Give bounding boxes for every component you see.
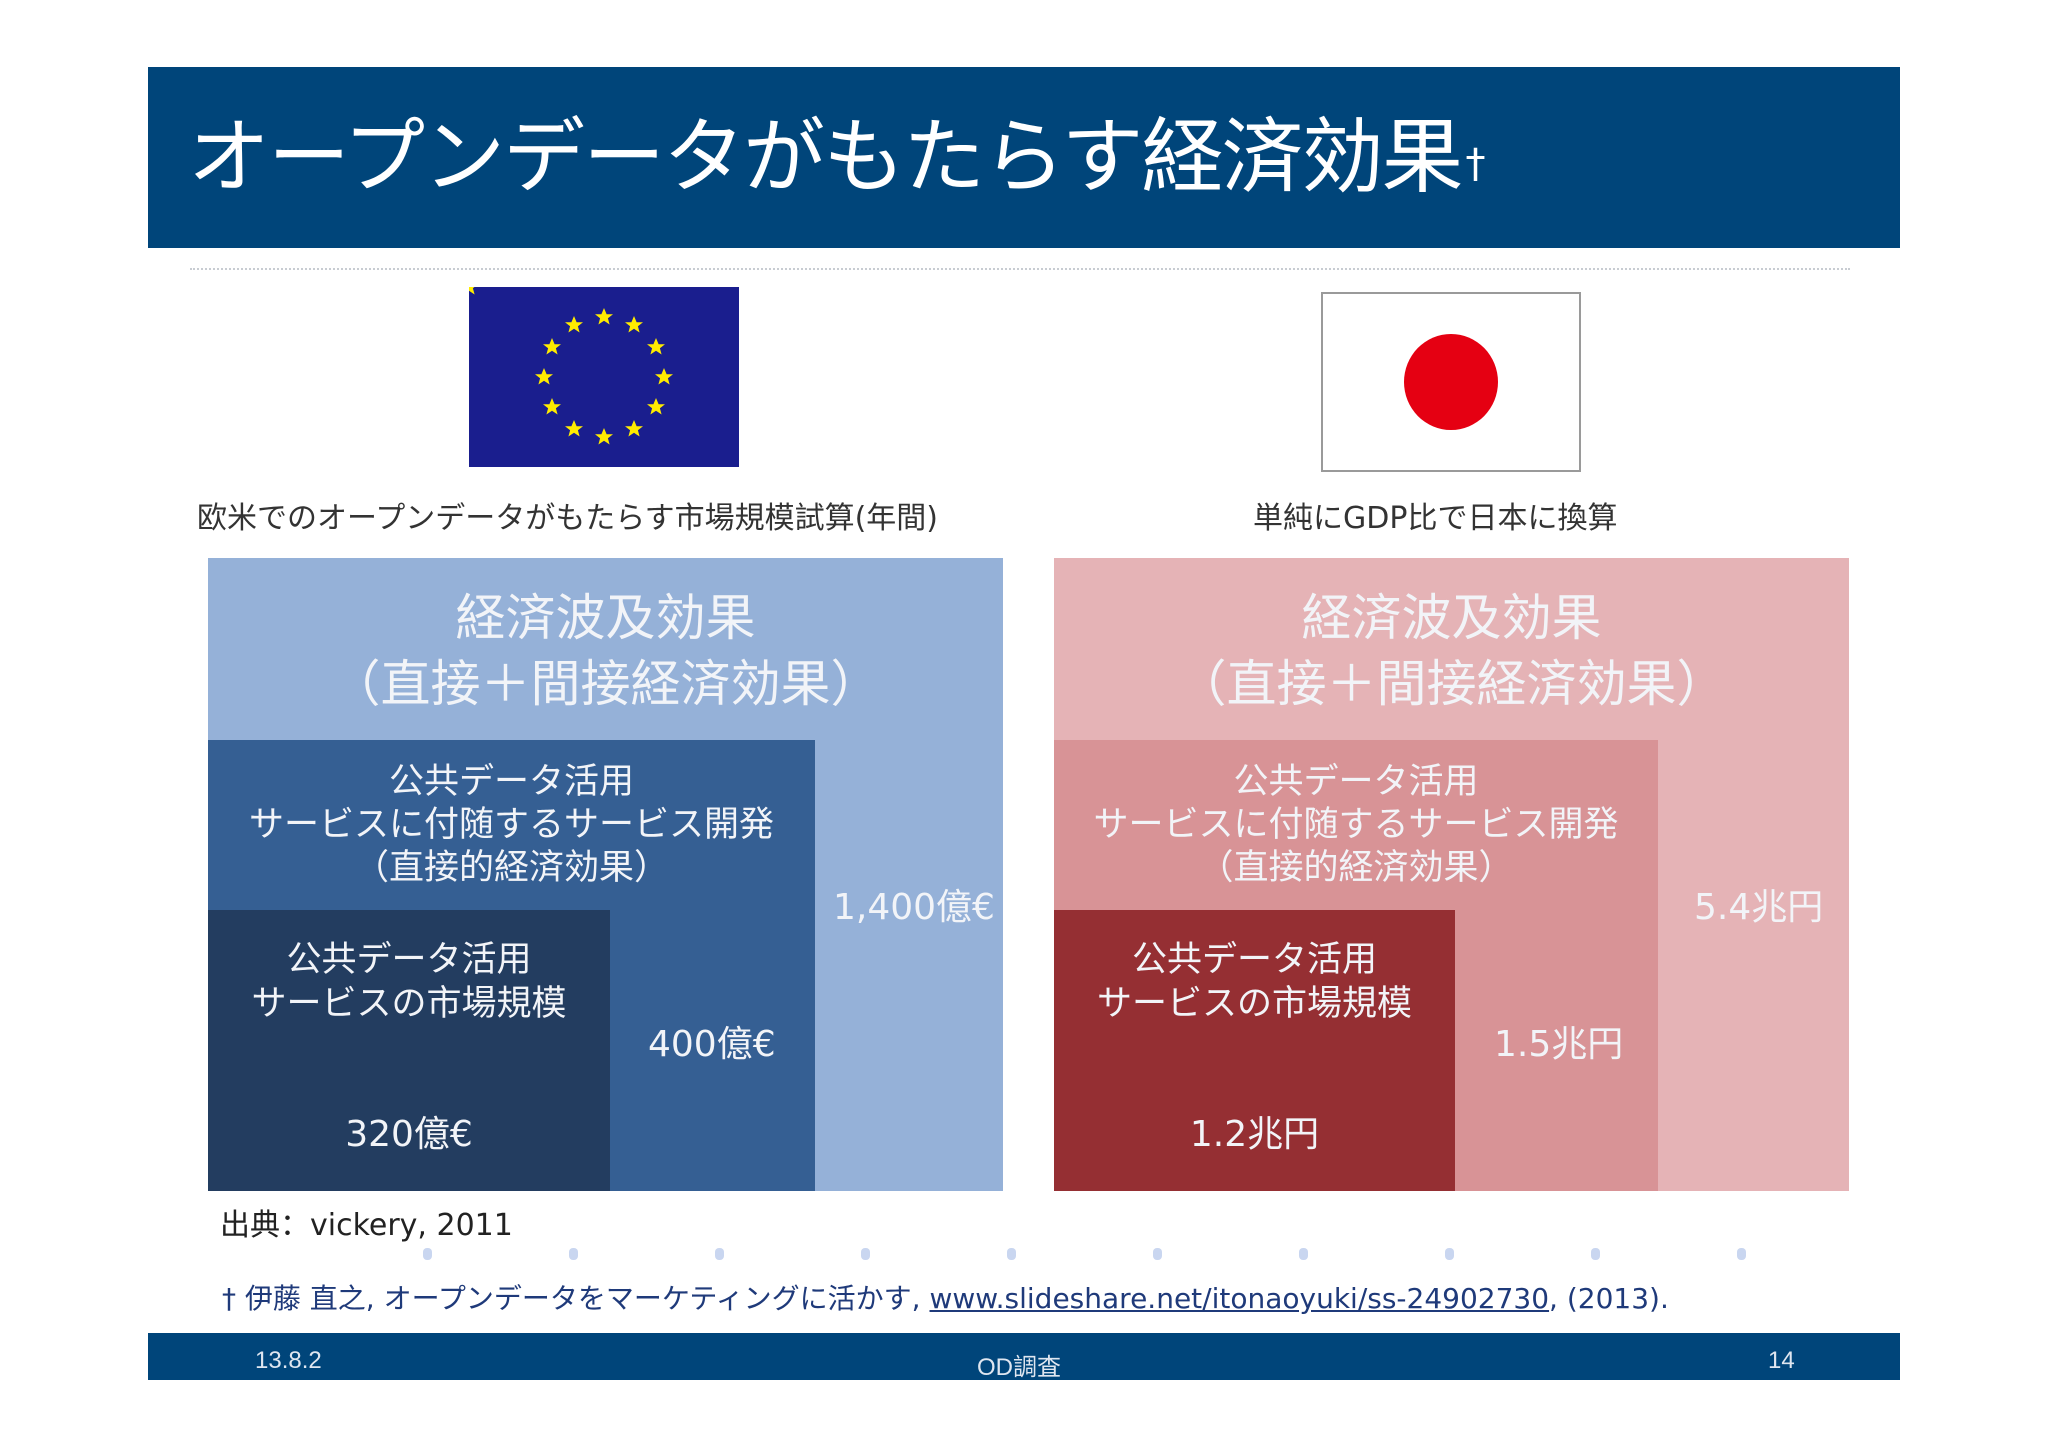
outer-value: 1,400億€ xyxy=(833,887,995,928)
eu-stars-icon xyxy=(460,278,673,445)
middle-value: 400億€ xyxy=(648,1024,776,1065)
footnote: † 伊藤 直之, オープンデータをマーケティングに活かす, www.slides… xyxy=(222,1277,1669,1317)
decor-dot xyxy=(1153,1248,1162,1260)
footer-date: 13.8.2 xyxy=(255,1347,322,1374)
decor-dot xyxy=(1591,1248,1600,1260)
middle-label-2: サービスに付随するサービス開発 xyxy=(248,805,774,845)
right-caption: 単純にGDP比で日本に換算 xyxy=(1253,501,1618,536)
inner-label-1: 公共データ活用 xyxy=(286,940,532,980)
decor-dot xyxy=(861,1248,870,1260)
inner-label-2: サービスの市場規模 xyxy=(251,984,567,1024)
inner-label-1: 公共データ活用 xyxy=(1131,940,1377,980)
decor-dot xyxy=(1445,1248,1454,1260)
japan-flag-icon xyxy=(1321,292,1581,472)
decor-dot xyxy=(1737,1248,1746,1260)
inner-value: 320億€ xyxy=(345,1114,473,1155)
dagger-mark: † xyxy=(1465,141,1485,187)
outer-value: 5.4兆円 xyxy=(1694,887,1824,928)
dotted-divider xyxy=(190,268,1850,270)
middle-label-1: 公共データ活用 xyxy=(388,762,634,802)
slide-title-text: オープンデータがもたらす経済効果 xyxy=(188,110,1463,205)
footer-title: OD調査 xyxy=(977,1354,1061,1381)
sun-disc-icon xyxy=(1404,334,1498,430)
middle-label-2: サービスに付随するサービス開発 xyxy=(1093,805,1619,845)
middle-label-1: 公共データ活用 xyxy=(1233,762,1479,802)
eu-flag-icon xyxy=(460,278,739,467)
outer-label-1: 経済波及効果 xyxy=(455,589,756,647)
page-number: 14 xyxy=(1768,1347,1795,1374)
source-citation: 出典：vickery, 2011 xyxy=(220,1208,513,1243)
eu-inner-box: 公共データ活用 サービスの市場規模 320億€ xyxy=(208,910,610,1191)
decor-dot xyxy=(423,1248,432,1260)
slide-title: オープンデータがもたらす経済効果 † xyxy=(188,108,1485,208)
middle-value: 1.5兆円 xyxy=(1494,1024,1624,1065)
outer-label-1: 経済波及効果 xyxy=(1301,589,1602,647)
decor-dot xyxy=(1299,1248,1308,1260)
dagger-mark: † xyxy=(222,1282,236,1315)
decor-dot xyxy=(1007,1248,1016,1260)
decor-dot xyxy=(569,1248,578,1260)
footnote-text: 伊藤 直之, オープンデータをマーケティングに活かす, xyxy=(236,1282,930,1315)
slideshare-link[interactable]: www.slideshare.net/itonaoyuki/ss-2490273… xyxy=(929,1282,1550,1315)
middle-label-3: （直接的経済効果） xyxy=(353,848,669,888)
jp-inner-box: 公共データ活用 サービスの市場規模 1.2兆円 xyxy=(1054,910,1455,1191)
decor-dot xyxy=(715,1248,724,1260)
left-caption: 欧米でのオープンデータがもたらす市場規模試算(年間) xyxy=(197,501,939,536)
outer-label-2: （直接＋間接経済効果） xyxy=(1176,655,1727,713)
inner-label-2: サービスの市場規模 xyxy=(1096,984,1412,1024)
footnote-year: , (2013). xyxy=(1549,1282,1669,1315)
inner-value: 1.2兆円 xyxy=(1189,1114,1320,1155)
outer-label-2: （直接＋間接経済効果） xyxy=(330,655,881,713)
title-bar xyxy=(148,67,1900,248)
footer-bar xyxy=(148,1333,1900,1380)
middle-label-3: （直接的経済効果） xyxy=(1198,848,1514,888)
